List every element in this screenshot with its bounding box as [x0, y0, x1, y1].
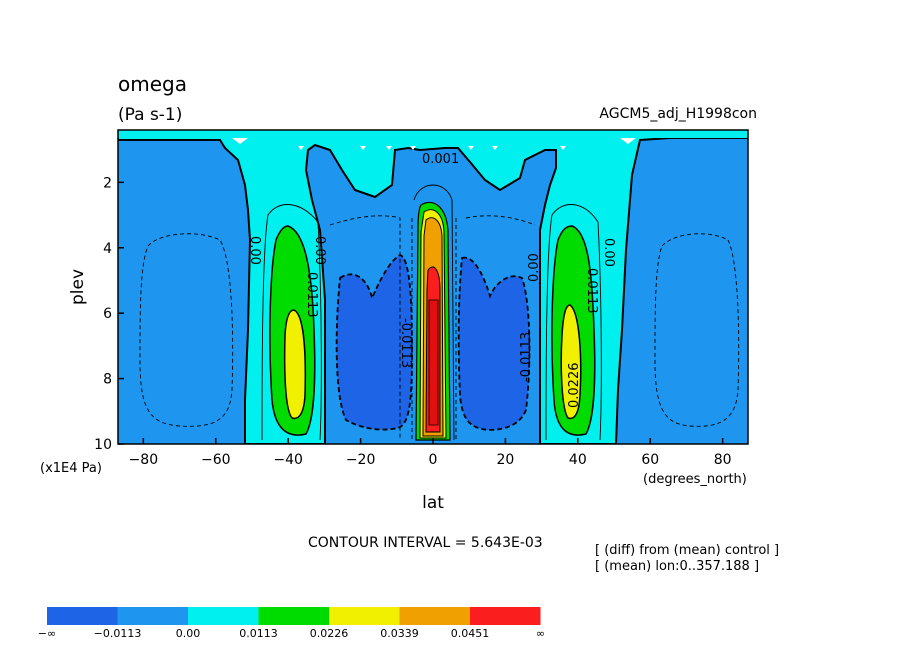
colorbar-swatch	[470, 607, 541, 625]
x-tick-label: −20	[346, 452, 376, 468]
x-tick-label: −60	[201, 452, 231, 468]
colorbar-label: 0.0226	[310, 627, 349, 640]
colorbar-label: ∞	[536, 627, 545, 640]
label-top-zero: 0.001	[422, 152, 459, 167]
colorbar-swatch	[47, 607, 118, 625]
contour-labels: 0.001 0.00 0.00 0.0113 -0.0113 0.00 0.00…	[247, 152, 616, 408]
yellow-blob-right	[560, 304, 582, 420]
colorbar-label: 0.0451	[451, 627, 490, 640]
colorbar-label: 0.0339	[380, 627, 419, 640]
dashed-contours	[139, 215, 740, 440]
y-tick-label: 6	[103, 306, 112, 322]
x-axis-unit: (degrees_north)	[643, 472, 747, 487]
plot-title: omega	[118, 72, 187, 96]
solid-contours	[261, 184, 602, 441]
colorbar-label: −0.0113	[94, 627, 142, 640]
x-axis-title: lat	[422, 493, 444, 513]
note-diff: [ (diff) from (mean) control ]	[595, 543, 779, 558]
y-axis-unit: (x1E4 Pa)	[40, 461, 102, 476]
experiment-label: AGCM5_adj_H1998con	[599, 106, 757, 122]
label-pos1-right: 0.0113	[584, 268, 599, 314]
colorbar-swatch	[399, 607, 470, 625]
y-tick-label: 8	[103, 372, 112, 388]
colorbar-label: 0.0113	[239, 627, 278, 640]
contour-field	[118, 130, 748, 444]
y-tick-label: 4	[103, 241, 112, 257]
label-zero-l2: 0.00	[312, 236, 327, 265]
x-tick-label: 80	[714, 452, 732, 468]
x-tick-label: 60	[641, 452, 659, 468]
x-axis-ticks: −80 −60 −40 −20 0 20 40 60 80	[129, 438, 732, 468]
x-tick-label: 20	[496, 452, 514, 468]
label-pos1-left: 0.0113	[304, 272, 319, 318]
blue-region-left	[335, 254, 413, 431]
label-zero-r1: 0.00	[527, 253, 542, 282]
top-markers	[232, 138, 636, 150]
colorbar-swatch	[329, 607, 400, 625]
blue-region-right	[457, 256, 531, 431]
x-tick-label: −40	[273, 452, 303, 468]
colorbar-swatch	[117, 607, 188, 625]
label-neg-right: -0.0113	[519, 332, 534, 382]
y-axis-ticks: 2 4 6 8 10	[94, 175, 124, 453]
note-mean: [ (mean) lon:0..357.188 ]	[595, 559, 759, 574]
contour-interval: CONTOUR INTERVAL = 5.643E-03	[308, 535, 543, 551]
label-neg-left: -0.0113	[398, 318, 413, 368]
label-zero-r2: 0.00	[601, 238, 616, 267]
y-axis-title: plev	[68, 269, 88, 305]
colorbar-label: −∞	[38, 627, 56, 640]
colorbar-label: 0.00	[176, 627, 201, 640]
label-zero-l1: 0.00	[247, 236, 262, 265]
label-pos2-right: 0.0226	[567, 363, 582, 409]
y-tick-label: 2	[103, 175, 112, 191]
x-tick-label: 40	[569, 452, 587, 468]
plot-units: (Pa s-1)	[118, 105, 182, 125]
y-tick-label: 10	[94, 437, 112, 453]
colorbar-swatch	[258, 607, 329, 625]
x-tick-label: −80	[129, 452, 159, 468]
colorbar-swatch	[188, 607, 259, 625]
colorbar: −∞ −0.0113 0.00 0.0113 0.0226 0.0339 0.0451 ∞	[38, 607, 545, 640]
yellow-blob-left	[283, 309, 307, 420]
equator-red-core	[428, 299, 439, 426]
x-tick-label: 0	[429, 452, 438, 468]
